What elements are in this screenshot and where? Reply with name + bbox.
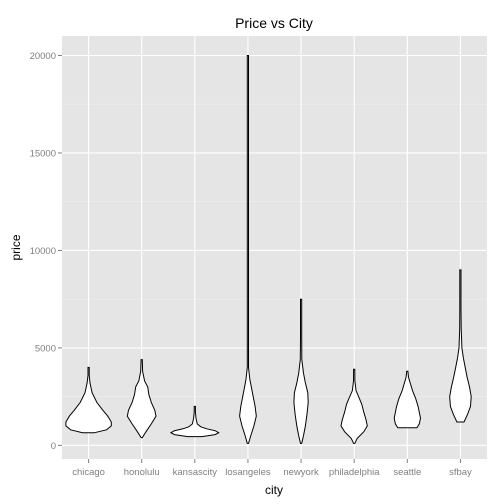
violins-layer	[65, 55, 472, 444]
y-tick-label: 15000	[30, 148, 56, 159]
chart-title: Price vs City	[235, 15, 313, 31]
violin-philadelphia	[340, 368, 368, 444]
violin-sfbay	[449, 269, 472, 423]
violin-honolulu	[126, 359, 157, 439]
x-tick-label: honolulu	[124, 467, 160, 478]
y-tick-label: 5000	[35, 343, 56, 354]
violin-seattle	[393, 370, 422, 429]
x-tick-label: chicago	[72, 467, 105, 478]
x-tick-label: losangeles	[225, 467, 271, 478]
violin-chicago	[65, 366, 112, 434]
y-tick-label: 0	[51, 441, 56, 452]
x-tick-label: newyork	[283, 467, 319, 478]
y-tick-label: 20000	[30, 51, 56, 62]
x-axis-title: city	[265, 483, 283, 497]
y-axis-title: price	[9, 234, 23, 260]
major-gridlines-y	[62, 54, 487, 446]
minor-gridlines-y	[62, 103, 487, 397]
violin-kansascity	[169, 405, 220, 438]
x-tick-label: sfbay	[449, 467, 472, 478]
violin-newyork	[293, 298, 309, 444]
plot-panel	[62, 36, 487, 459]
x-axis-ticks: chicago honolulu kansascity losangeles newyo…	[72, 459, 472, 478]
x-tick-label: philadelphia	[329, 467, 380, 478]
x-tick-label: seattle	[393, 467, 421, 478]
violin-losangeles	[239, 55, 257, 444]
y-axis-ticks: 0 5000 10000 15000 20000	[30, 51, 62, 452]
x-tick-label: kansascity	[173, 467, 218, 478]
y-tick-label: 10000	[30, 246, 56, 257]
